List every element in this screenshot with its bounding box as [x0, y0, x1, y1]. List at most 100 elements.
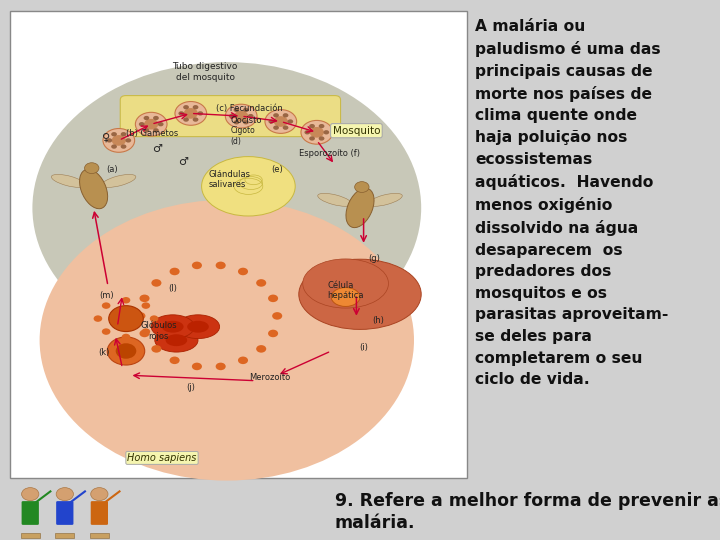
Text: (a): (a)	[107, 165, 118, 174]
Circle shape	[287, 119, 293, 124]
Circle shape	[248, 114, 253, 118]
Circle shape	[135, 312, 145, 320]
FancyBboxPatch shape	[91, 501, 108, 525]
Circle shape	[310, 127, 324, 138]
Circle shape	[305, 130, 310, 134]
Circle shape	[102, 302, 110, 309]
Circle shape	[215, 261, 225, 269]
Circle shape	[32, 62, 421, 354]
Circle shape	[238, 268, 248, 275]
Ellipse shape	[346, 188, 374, 228]
Circle shape	[139, 122, 145, 126]
Text: (j): (j)	[186, 383, 195, 393]
Text: Tubo digestivo
del mosquito: Tubo digestivo del mosquito	[173, 62, 238, 82]
Circle shape	[256, 345, 266, 353]
Circle shape	[265, 110, 297, 133]
Circle shape	[121, 132, 127, 137]
Ellipse shape	[162, 321, 184, 333]
Circle shape	[309, 124, 315, 129]
Text: Cigoto
(d): Cigoto (d)	[230, 126, 255, 146]
Circle shape	[233, 120, 239, 124]
Text: Glóbulos
rojos: Glóbulos rojos	[140, 321, 176, 341]
Circle shape	[158, 122, 163, 126]
Circle shape	[184, 108, 198, 119]
FancyBboxPatch shape	[56, 501, 73, 525]
Circle shape	[109, 306, 143, 332]
Circle shape	[142, 302, 150, 309]
Text: 9. Refere a melhor forma de prevenir as epidemias de
malária.: 9. Refere a melhor forma de prevenir as …	[335, 492, 720, 532]
Circle shape	[151, 345, 161, 353]
Ellipse shape	[299, 259, 421, 329]
Ellipse shape	[176, 315, 220, 339]
Circle shape	[215, 363, 225, 370]
Circle shape	[225, 104, 257, 128]
Ellipse shape	[80, 169, 107, 209]
Circle shape	[170, 268, 180, 275]
Circle shape	[268, 329, 278, 337]
Circle shape	[169, 356, 180, 364]
Circle shape	[243, 120, 249, 124]
Circle shape	[143, 116, 149, 120]
Circle shape	[102, 328, 110, 335]
Circle shape	[153, 128, 159, 132]
Circle shape	[183, 105, 189, 110]
FancyBboxPatch shape	[90, 533, 109, 538]
Text: (h): (h)	[372, 316, 384, 325]
Circle shape	[40, 200, 414, 481]
Ellipse shape	[155, 328, 198, 352]
Circle shape	[107, 138, 112, 143]
Circle shape	[192, 363, 202, 370]
Circle shape	[122, 297, 130, 303]
Circle shape	[319, 124, 325, 129]
Circle shape	[140, 329, 150, 337]
Circle shape	[84, 163, 99, 173]
Circle shape	[273, 113, 279, 118]
Circle shape	[197, 111, 203, 116]
Ellipse shape	[368, 193, 402, 206]
Ellipse shape	[331, 287, 360, 306]
Text: Homo sapiens: Homo sapiens	[127, 453, 197, 463]
Ellipse shape	[51, 174, 86, 187]
Text: Célula
hepática: Célula hepática	[328, 281, 364, 300]
FancyBboxPatch shape	[55, 533, 74, 538]
Text: (g): (g)	[369, 254, 380, 263]
Circle shape	[192, 261, 202, 269]
Ellipse shape	[318, 193, 352, 206]
Text: Glándulas
salivares: Glándulas salivares	[209, 170, 251, 190]
Circle shape	[151, 279, 161, 287]
Circle shape	[125, 138, 131, 143]
Circle shape	[112, 135, 126, 146]
Circle shape	[269, 119, 274, 124]
FancyBboxPatch shape	[10, 11, 467, 478]
Circle shape	[238, 356, 248, 364]
Circle shape	[243, 108, 249, 112]
Circle shape	[234, 111, 248, 122]
Text: (i): (i)	[359, 343, 368, 352]
Circle shape	[229, 114, 235, 118]
Circle shape	[301, 120, 333, 144]
Circle shape	[273, 125, 279, 130]
Circle shape	[121, 144, 127, 148]
Circle shape	[256, 279, 266, 287]
Circle shape	[111, 144, 117, 148]
Circle shape	[319, 136, 325, 140]
Circle shape	[193, 105, 199, 110]
Circle shape	[268, 295, 278, 302]
FancyBboxPatch shape	[120, 96, 341, 137]
Circle shape	[91, 488, 108, 501]
Circle shape	[323, 130, 329, 134]
Circle shape	[283, 113, 289, 118]
Ellipse shape	[166, 334, 187, 346]
Circle shape	[107, 337, 145, 365]
Circle shape	[111, 132, 117, 137]
Text: (m): (m)	[99, 291, 114, 300]
Circle shape	[94, 315, 102, 322]
Ellipse shape	[187, 321, 209, 333]
Circle shape	[142, 328, 150, 335]
Circle shape	[22, 488, 39, 501]
Circle shape	[144, 119, 158, 130]
Circle shape	[283, 125, 289, 130]
Circle shape	[143, 128, 149, 132]
Circle shape	[355, 181, 369, 192]
Text: (k): (k)	[99, 348, 110, 357]
